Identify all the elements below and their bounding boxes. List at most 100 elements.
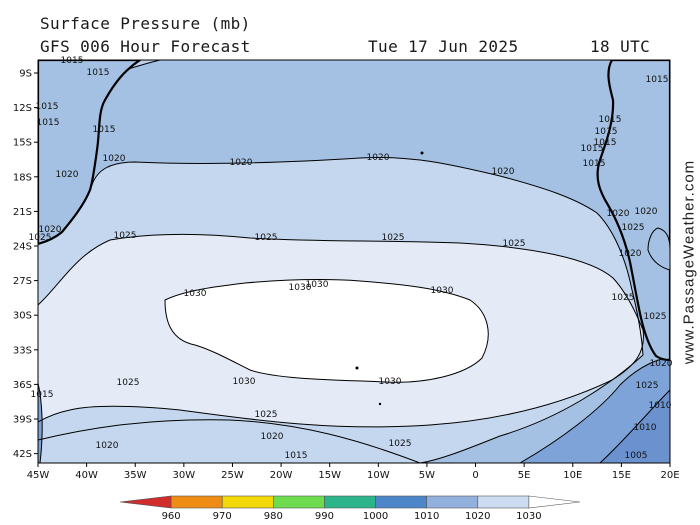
isobar-label: 1020 xyxy=(650,359,673,369)
isobar-label: 1025 xyxy=(382,233,405,243)
isobar-label: 1025 xyxy=(255,233,278,243)
isobar-label: 1025 xyxy=(622,223,645,233)
band-1010-1015-left xyxy=(38,383,43,463)
isobar-label: 1015 xyxy=(594,138,617,148)
legend-swatch xyxy=(426,495,479,509)
legend-label: 1020 xyxy=(465,511,490,522)
band-above-1030 xyxy=(164,279,489,383)
lat-tick-label: 18S xyxy=(13,172,32,183)
isobar-label: 1020 xyxy=(96,441,119,451)
longitude-ticks: 45W 40W 35W 30W 25W 20W 15W 10W 5W 0 5E 10E 15E 20E xyxy=(27,463,680,481)
low-pressure-core xyxy=(600,390,670,463)
lat-tick-label: 33S xyxy=(13,345,32,356)
isobar-label: 1020 xyxy=(607,209,630,219)
lat-tick-label: 39S xyxy=(13,415,32,426)
isobar-label: 1015 xyxy=(595,127,618,137)
lon-tick-label: 25W xyxy=(221,470,244,481)
isobar-label: 1020 xyxy=(635,207,658,217)
pressure-field xyxy=(38,60,670,463)
madagascar-coast xyxy=(647,227,670,271)
lat-tick-label: 12S xyxy=(13,103,32,114)
lat-tick-label: 15S xyxy=(13,138,32,149)
lon-tick-label: 30W xyxy=(173,470,196,481)
lat-tick-label: 36S xyxy=(13,380,32,391)
lon-tick-label: 20W xyxy=(270,470,293,481)
isobar-1025 xyxy=(38,233,644,428)
forecast-time: 18 UTC xyxy=(590,37,651,56)
isobar-label: 1025 xyxy=(117,378,140,388)
legend-label: 1010 xyxy=(414,511,439,522)
island-st-helena xyxy=(420,151,424,155)
isobar-label: 1020 xyxy=(56,170,79,180)
legend-label: 1000 xyxy=(363,511,388,522)
lon-tick-label: 5E xyxy=(518,470,531,481)
legend-swatch xyxy=(221,495,274,509)
isobar-1015-southeast xyxy=(519,357,670,463)
model-subtitle: GFS 006 Hour Forecast xyxy=(40,37,251,56)
isobar-label: 1030 xyxy=(379,377,402,387)
isobar-label: 1030 xyxy=(289,283,312,293)
isobar-label: 1025 xyxy=(114,231,137,241)
isobar-label: 1025 xyxy=(255,410,278,420)
isobar-label: 1025 xyxy=(644,312,667,322)
legend-swatch xyxy=(324,495,376,509)
isobar-label: 1005 xyxy=(625,451,648,461)
lon-tick-label: 35W xyxy=(124,470,147,481)
lat-tick-label: 9S xyxy=(19,69,32,80)
legend-label: 1030 xyxy=(516,511,541,522)
isobar-label: 1030 xyxy=(233,377,256,387)
lon-tick-label: 40W xyxy=(75,470,98,481)
chart-title: Surface Pressure (mb) xyxy=(40,14,251,33)
isobar-label: 1020 xyxy=(492,167,515,177)
legend-swatch xyxy=(477,495,530,509)
legend-label: 990 xyxy=(315,511,334,522)
isobar-label: 1015 xyxy=(31,390,54,400)
lon-tick-label: 15E xyxy=(612,470,631,481)
isobar-label: 1020 xyxy=(103,154,126,164)
watermark: www.PassageWeather.com xyxy=(680,159,698,365)
lon-tick-label: 5W xyxy=(419,470,435,481)
lat-tick-label: 30S xyxy=(13,311,32,322)
isobar-label: 1025 xyxy=(29,233,52,243)
island-gough xyxy=(378,402,382,406)
isobar-label: 1025 xyxy=(636,381,659,391)
isobar-label: 1015 xyxy=(583,159,606,169)
isobar-1010-southeast xyxy=(599,389,670,463)
isobar-label: 1025 xyxy=(389,439,412,449)
isobar-label: 1020 xyxy=(367,153,390,163)
legend-swatch xyxy=(375,495,427,509)
isobar-1020-south xyxy=(38,419,421,463)
legend-label: 980 xyxy=(264,511,283,522)
legend-swatch xyxy=(170,495,223,509)
latitude-ticks: 9S 12S 15S 18S 21S 24S 27S 30S 33S 36S 39S 42S xyxy=(13,69,38,460)
legend-swatch xyxy=(528,495,581,509)
isobar-label: 1010 xyxy=(649,401,672,411)
isobar-label: 1015 xyxy=(599,115,622,125)
lon-tick-label: 10W xyxy=(367,470,390,481)
isobar-label: 1020 xyxy=(261,432,284,442)
isobar-label: 1030 xyxy=(184,289,207,299)
south-america-coast xyxy=(38,60,142,246)
isobar-label: 1015 xyxy=(37,118,60,128)
isobar-label: 1010 xyxy=(634,423,657,433)
isobar-label: 1015 xyxy=(36,102,59,112)
isobar-label: 1020 xyxy=(39,225,62,235)
isobar-label: 1015 xyxy=(646,75,669,85)
lat-tick-label: 42S xyxy=(13,449,32,460)
lon-tick-label: 15W xyxy=(318,470,341,481)
isobar-label: 1015 xyxy=(581,144,604,154)
isobar-label: 1015 xyxy=(61,56,84,66)
isobar-labels: 1010101010151015101510151015101510151015… xyxy=(29,56,673,461)
legend-swatch xyxy=(273,495,325,509)
isobar-label: 1025 xyxy=(612,293,635,303)
lon-tick-label: 10E xyxy=(563,470,582,481)
lat-tick-label: 24S xyxy=(13,242,32,253)
pressure-legend: 960 970 980 990 1000 1010 1020 1030 xyxy=(119,495,581,522)
forecast-date: Tue 17 Jun 2025 xyxy=(368,37,519,56)
isobar-label: 1020 xyxy=(619,249,642,259)
island-tristan xyxy=(355,366,359,370)
map-frame xyxy=(37,59,671,464)
legend-swatch xyxy=(119,495,172,509)
isobar-label: 1030 xyxy=(431,286,454,296)
